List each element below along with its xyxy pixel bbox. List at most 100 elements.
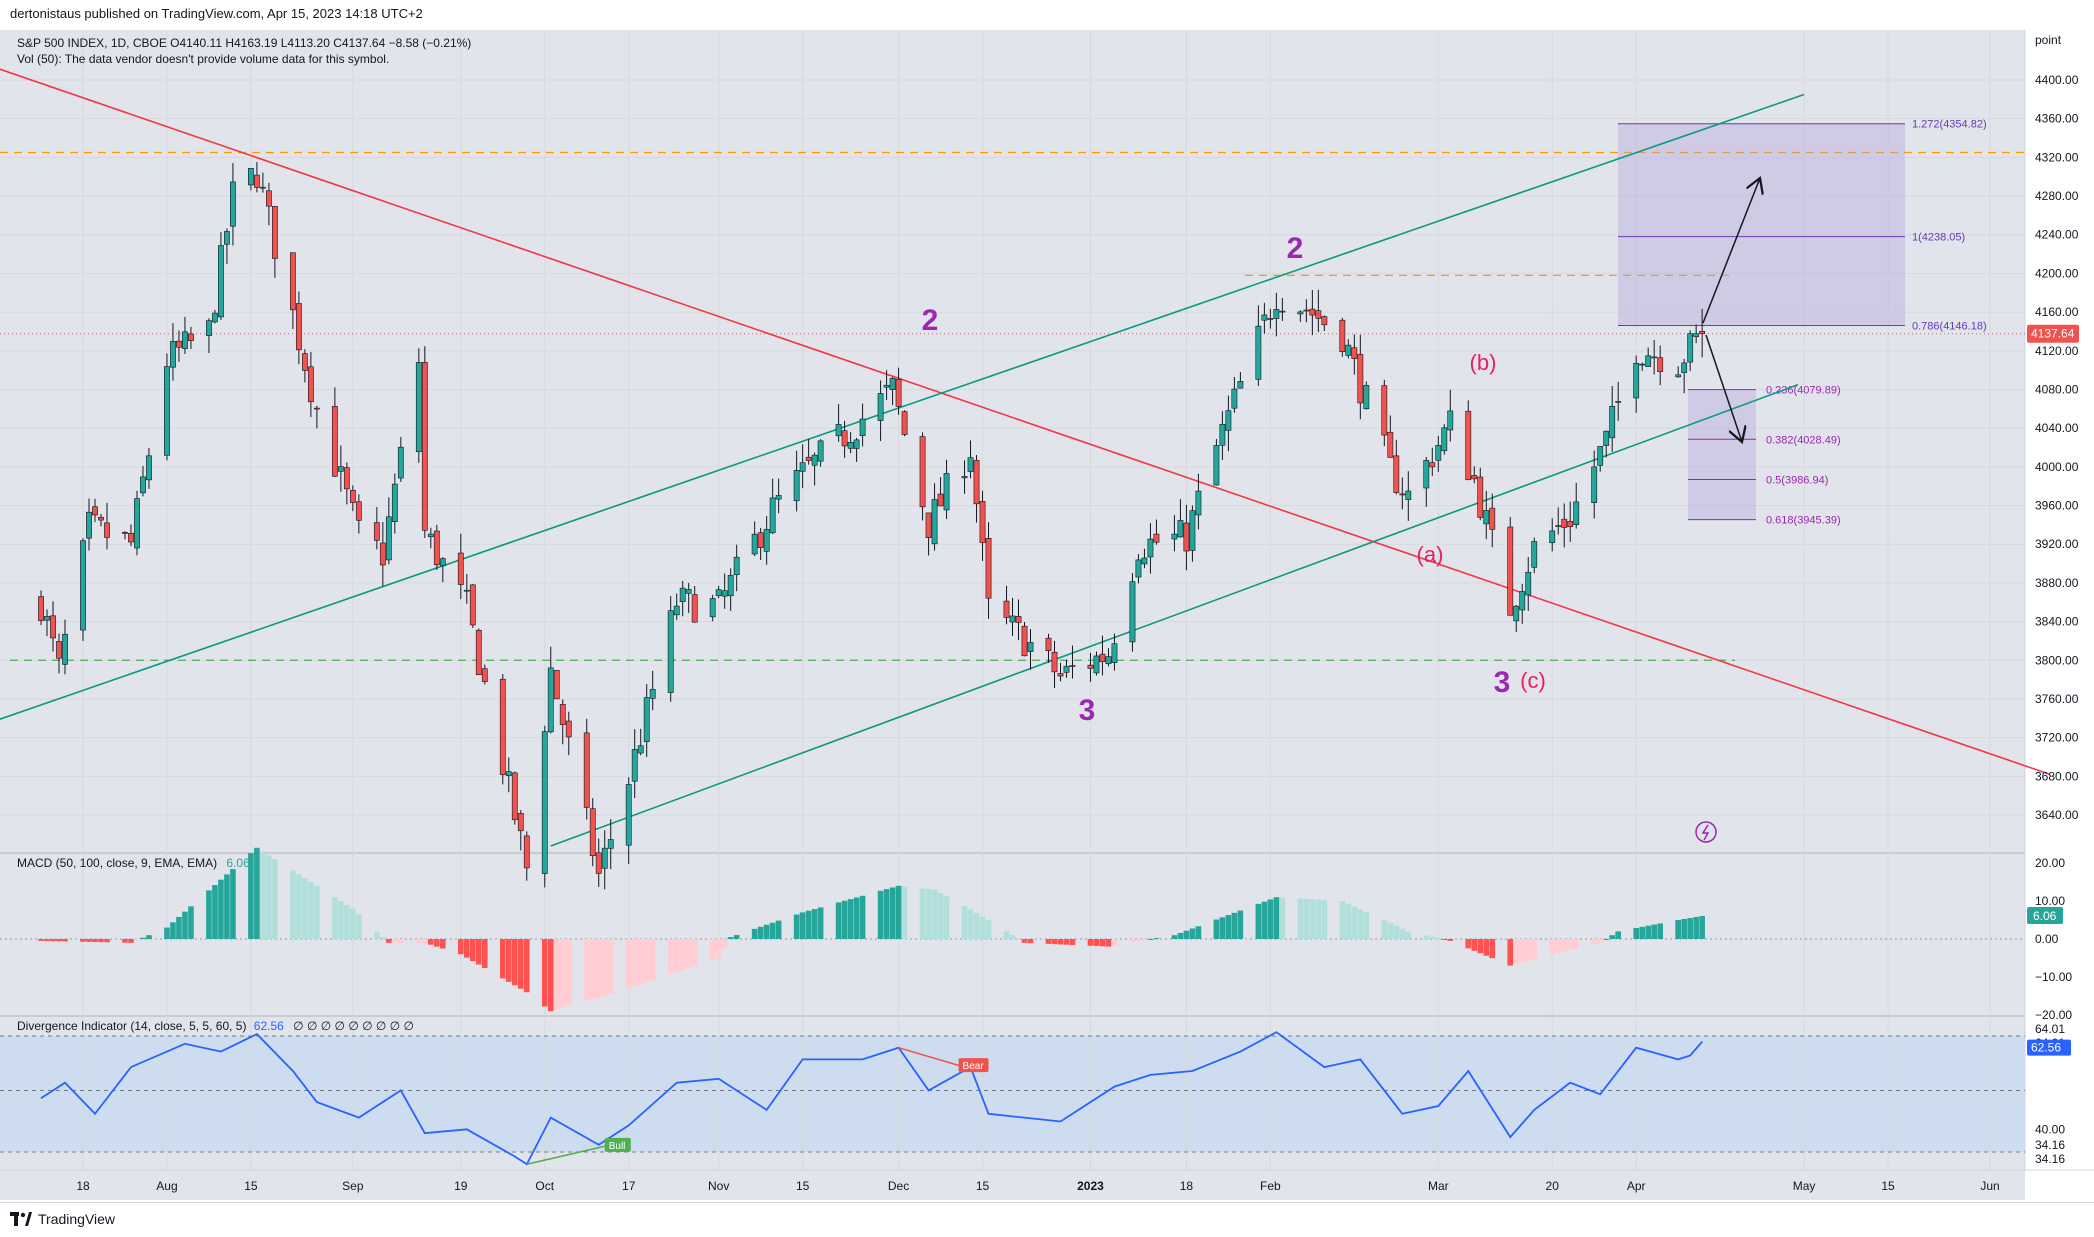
candle-body: [835, 424, 842, 437]
macd-bar: [1087, 939, 1094, 946]
candle-body: [1435, 445, 1442, 461]
macd-bar: [625, 939, 632, 989]
macd-bar: [1003, 931, 1010, 939]
price-tick-label: 4120.00: [2035, 344, 2079, 358]
lightning-icon[interactable]: [1695, 821, 1717, 843]
candle-body: [391, 483, 398, 523]
symbol-legend[interactable]: S&P 500 INDEX, 1D, CBOE O4140.11 H4163.1…: [17, 36, 472, 50]
candle-body: [343, 467, 350, 490]
bear-signal-label: Bear: [958, 1058, 989, 1073]
macd-bar: [386, 939, 392, 943]
corrective-wave-label: (a): [1417, 542, 1444, 567]
candle-body: [1147, 538, 1154, 558]
candle-body: [457, 552, 464, 585]
candle-body: [1063, 665, 1070, 673]
macd-bar: [463, 939, 470, 958]
wave-label: 3: [1494, 666, 1511, 699]
candle-body: [1525, 571, 1532, 596]
candle-body: [146, 455, 152, 481]
candle-body: [355, 501, 362, 521]
macd-bar: [248, 853, 254, 939]
divergence-line: Bear Bull: [0, 1031, 2025, 1166]
macd-bar: [541, 939, 548, 1007]
macd-bar: [38, 939, 44, 941]
macd-bar: [1477, 939, 1484, 954]
last-price-badge: 4137.64: [2027, 324, 2079, 343]
candle-body: [1489, 507, 1496, 530]
fib-retracement-label: 0.236(4079.89): [1766, 385, 1841, 397]
candle-body: [643, 697, 650, 742]
macd-bar: [925, 888, 932, 939]
macd-bar: [481, 939, 488, 969]
macd-value-badge-text: 6.06: [2033, 909, 2057, 923]
macd-legend[interactable]: MACD (50, 100, close, 9, EMA, EMA) 6.06: [17, 856, 250, 870]
fib-extension-box: [1618, 123, 1905, 326]
price-tick-label: 4280.00: [2035, 189, 2079, 203]
fib-extension-label: 0.786(4146.18): [1912, 320, 1987, 332]
tradingview-logo[interactable]: TradingView: [10, 1211, 115, 1227]
macd-bar: [1609, 935, 1615, 939]
candle-body: [523, 835, 530, 869]
candle-body: [637, 745, 644, 754]
macd-bar: [56, 939, 62, 942]
candle-body: [1519, 591, 1526, 611]
candle-body: [1027, 642, 1034, 652]
last-price-badge-text: 4137.64: [2031, 327, 2075, 341]
macd-bar: [1213, 919, 1220, 939]
candle-body: [379, 542, 386, 566]
fib-extension-label: 1(4238.05): [1912, 232, 1965, 244]
bear-signal-text: Bear: [963, 1061, 985, 1072]
macd-bar: [607, 939, 614, 994]
macd-bar: [565, 939, 572, 1006]
candle-body: [176, 340, 182, 348]
candle-body: [1135, 559, 1142, 578]
candle-body: [853, 439, 860, 449]
price-tick-label: 3880.00: [2035, 576, 2079, 590]
candle-body: [1645, 355, 1652, 367]
candle-body: [313, 407, 320, 410]
divergence-tick-label: 40.00: [2035, 1122, 2065, 1136]
candle-body: [553, 670, 560, 700]
candle-body: [170, 341, 176, 368]
candle-body: [841, 430, 848, 447]
macd-bar: [1237, 910, 1244, 939]
time-tick-label: Feb: [1260, 1179, 1281, 1193]
fib-layer: 1.272(4354.82) 1(4238.05) 0.786(4146.18) 0.…: [1618, 119, 1987, 527]
macd-bar: [1435, 938, 1442, 940]
macd-bar: [637, 939, 644, 985]
candle-body: [607, 839, 614, 849]
macd-bar: [1441, 939, 1448, 940]
candle-body: [1099, 653, 1106, 662]
macd-bar: [290, 870, 296, 939]
divergence-legend[interactable]: Divergence Indicator (14, close, 5, 5, 6…: [17, 1019, 414, 1033]
macd-bar: [631, 939, 638, 987]
macd-bar: [224, 874, 230, 939]
macd-bar: [332, 897, 338, 939]
candle-body: [301, 353, 308, 371]
bull-signal-bg: [604, 1137, 631, 1152]
channel-lower-line: [550, 383, 1799, 847]
candle-body: [505, 771, 512, 777]
candle-body: [373, 522, 380, 541]
candle-body: [1237, 381, 1244, 389]
macd-bar: [859, 895, 866, 939]
price-tick-label: 4320.00: [2035, 150, 2079, 164]
candle-body: [1591, 466, 1598, 503]
fib-retracement-label: 0.382(4028.49): [1766, 434, 1841, 446]
candle-body: [1009, 615, 1016, 623]
candle-body: [565, 720, 572, 738]
macd-bar: [440, 939, 446, 949]
macd-bar: [841, 900, 848, 939]
macd-bar: [847, 899, 854, 939]
candle-body: [1681, 362, 1688, 373]
macd-value-badge: 6.06: [2027, 906, 2063, 924]
time-tick-label: 2023: [1077, 1179, 1104, 1193]
macd-bar: [1693, 916, 1699, 939]
macd-bar: [817, 907, 824, 939]
candle-body: [805, 456, 812, 461]
last-price-badge-bg: [2027, 324, 2079, 343]
candle-body: [769, 497, 776, 534]
candle-body: [62, 633, 68, 665]
macd-bar: [1393, 925, 1400, 939]
